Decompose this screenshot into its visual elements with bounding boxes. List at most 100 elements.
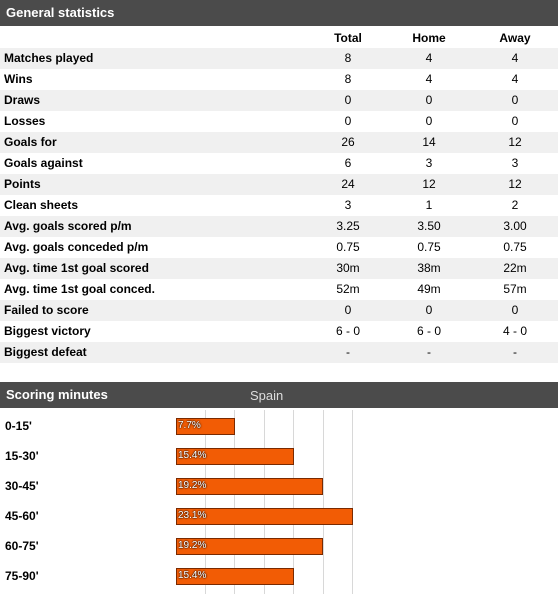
row-label: Avg. goals scored p/m	[4, 219, 132, 233]
table-row: Avg. goals scored p/m 3.25 3.50 3.00	[0, 216, 558, 237]
table-row: Goals for 26 14 12	[0, 132, 558, 153]
cell-value: 0	[511, 93, 519, 107]
cell-value: 0	[425, 303, 433, 317]
table-row: Goals against 6 3 3	[0, 153, 558, 174]
cell-value: 0	[344, 303, 352, 317]
table-row: Biggest victory 6 - 0 6 - 0 4 - 0	[0, 321, 558, 342]
bar	[176, 418, 235, 435]
cell-value: 4	[425, 51, 433, 65]
cell-value: 3.00	[503, 219, 527, 233]
row-label: Avg. time 1st goal scored	[4, 261, 149, 275]
column-header: Total	[334, 31, 362, 45]
row-label: Biggest victory	[4, 324, 91, 338]
category-label: 45-60'	[5, 509, 39, 523]
cell-value: 3	[425, 156, 433, 170]
row-label: Goals against	[4, 156, 83, 170]
cell-value: 0	[425, 93, 433, 107]
cell-value: 4	[425, 72, 433, 86]
column-header: Home	[412, 31, 446, 45]
table-row: Avg. time 1st goal conced. 52m 49m 57m	[0, 279, 558, 300]
cell-value: 0.75	[503, 240, 527, 254]
cell-value: 4 - 0	[502, 324, 527, 338]
cell-value: 3.25	[336, 219, 360, 233]
bar-value-label: 23.1%	[178, 510, 207, 521]
bar	[176, 508, 353, 525]
bar	[176, 538, 323, 555]
bar-value-label: 15.4%	[178, 450, 207, 461]
table-row: Clean sheets 3 1 2	[0, 195, 558, 216]
row-label: Points	[4, 177, 41, 191]
cell-value: 8	[344, 72, 352, 86]
cell-value: 14	[422, 135, 436, 149]
bar-value-label: 19.2%	[178, 480, 207, 491]
bar	[176, 448, 294, 465]
table-row: Points 24 12 12	[0, 174, 558, 195]
section-header: General statistics	[0, 0, 558, 26]
cell-value: 12	[508, 177, 522, 191]
cell-value: 4	[511, 72, 519, 86]
cell-value: 2	[511, 198, 519, 212]
cell-value: 49m	[417, 282, 441, 296]
grid-line	[234, 410, 235, 594]
cell-value: 24	[341, 177, 355, 191]
cell-value: 30m	[336, 261, 360, 275]
bar	[176, 568, 294, 585]
cell-value: 6	[344, 156, 352, 170]
cell-value: 12	[422, 177, 436, 191]
bar	[176, 478, 323, 495]
row-label: Matches played	[4, 51, 94, 65]
cell-value: 1	[425, 198, 433, 212]
cell-value: 0.75	[417, 240, 441, 254]
cell-value: 6 - 0	[335, 324, 360, 338]
table-row: Draws 0 0 0	[0, 90, 558, 111]
cell-value: 3	[511, 156, 519, 170]
table-row: Failed to score 0 0 0	[0, 300, 558, 321]
cell-value: 0	[425, 114, 433, 128]
cell-value: 0	[511, 114, 519, 128]
cell-value: 0	[344, 114, 352, 128]
section-title: General statistics	[6, 5, 115, 20]
cell-value: -	[513, 345, 517, 359]
table-row: Matches played 8 4 4	[0, 48, 558, 69]
column-header: Away	[499, 31, 531, 45]
table-row: Losses 0 0 0	[0, 111, 558, 132]
cell-value: 0.75	[336, 240, 360, 254]
row-label: Avg. time 1st goal conced.	[4, 282, 155, 296]
row-label: Avg. goals conceded p/m	[4, 240, 149, 254]
cell-value: 4	[511, 51, 519, 65]
grid-line	[205, 410, 206, 594]
category-label: 0-15'	[5, 419, 32, 433]
row-label: Goals for	[4, 135, 57, 149]
cell-value: 22m	[503, 261, 527, 275]
cell-value: 12	[508, 135, 522, 149]
row-label: Wins	[4, 72, 33, 86]
cell-value: 52m	[336, 282, 360, 296]
section-title: Scoring minutes	[6, 387, 108, 402]
bar-value-label: 15.4%	[178, 570, 207, 581]
cell-value: -	[427, 345, 431, 359]
cell-value: 57m	[503, 282, 527, 296]
category-label: 60-75'	[5, 539, 39, 553]
row-label: Clean sheets	[4, 198, 79, 212]
grid-line	[323, 410, 324, 594]
grid-line	[293, 410, 294, 594]
cell-value: 0	[511, 303, 519, 317]
cell-value: 38m	[417, 261, 441, 275]
cell-value: 3.50	[417, 219, 441, 233]
cell-value: 0	[344, 93, 352, 107]
grid-line	[352, 410, 353, 594]
cell-value: 3	[344, 198, 352, 212]
row-label: Biggest defeat	[4, 345, 87, 359]
section-header: Scoring minutes Spain	[0, 382, 558, 408]
grid-line	[264, 410, 265, 594]
cell-value: 6 - 0	[416, 324, 441, 338]
table-row: Avg. goals conceded p/m 0.75 0.75 0.75	[0, 237, 558, 258]
cell-value: -	[346, 345, 350, 359]
category-label: 75-90'	[5, 569, 39, 583]
row-label: Draws	[4, 93, 41, 107]
category-label: 15-30'	[5, 449, 39, 463]
bar-value-label: 19.2%	[178, 540, 207, 551]
row-label: Failed to score	[4, 303, 89, 317]
cell-value: 26	[341, 135, 355, 149]
